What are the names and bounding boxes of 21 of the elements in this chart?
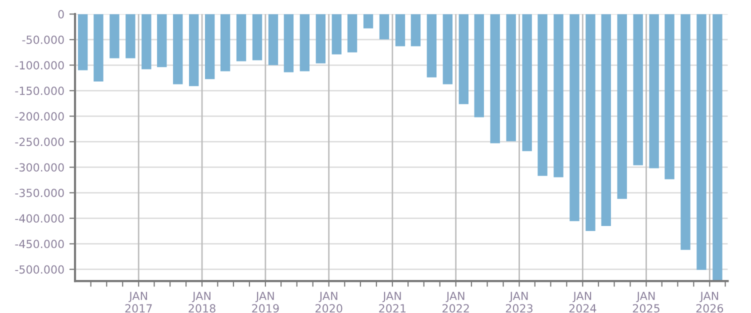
x-tick-label: JAN 2019 [252, 292, 279, 313]
y-tick-label: -250.000 [15, 138, 64, 146]
y-tick-label: -150.000 [15, 86, 64, 96]
x-tick-label: JAN 2023 [506, 292, 532, 313]
y-tick-label: -350.000 [15, 188, 64, 198]
y-tick-label: -500.000 [15, 265, 64, 274]
x-tick-label: JAN 2025 [632, 292, 660, 313]
y-tick-label: -200.000 [15, 112, 64, 121]
y-tick-label: 0 [58, 10, 64, 18]
x-tick-label: JAN 2020 [316, 292, 342, 313]
x-tick-label: JAN 2022 [442, 292, 469, 313]
y-tick-label: -400.000 [15, 214, 64, 223]
x-tick-label: JAN 2024 [569, 292, 596, 313]
x-tick-label: JAN 2026 [696, 292, 724, 313]
y-tick-label: -100.000 [15, 61, 64, 70]
y-tick-label: -50.000 [22, 36, 64, 44]
y-tick-label: -300.000 [15, 163, 64, 172]
y-tick-label: -450.000 [15, 240, 64, 248]
x-tick-label: JAN 2018 [188, 292, 216, 313]
x-tick-label: JAN 2017 [125, 292, 152, 313]
x-tick-label: JAN 2021 [379, 292, 406, 313]
